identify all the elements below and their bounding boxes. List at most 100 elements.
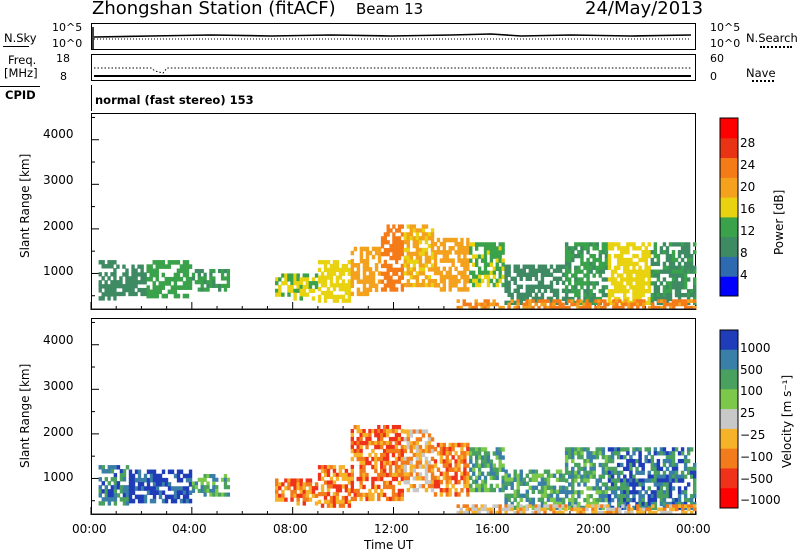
heatmap-cell [400,460,404,466]
heatmap-cell [433,254,438,259]
heatmap-cell [391,488,396,494]
heatmap-cell [389,255,393,261]
heatmap-cell [616,273,621,278]
heatmap-cell [489,278,494,284]
heatmap-cell [134,268,138,273]
heatmap-cell [374,267,379,272]
heatmap-cell [338,499,343,504]
heatmap-cell [604,257,609,263]
heatmap-cell [445,446,449,452]
heatmap-cell [516,473,520,478]
heatmap-cell [152,494,157,500]
colorbar-border [719,329,739,509]
heatmap-cell [639,302,643,307]
heatmap-cell [668,451,673,456]
heatmap-cell [543,302,547,307]
heatmap-cell [627,507,631,512]
heatmap-cell [472,282,476,288]
heatmap-cell [540,264,545,269]
heatmap-cell [341,499,346,504]
heatmap-cell [671,478,676,483]
heatmap-cell [601,289,606,294]
heatmap-cell [471,504,475,508]
station-title: Zhongshan Station (fitACF) [92,0,336,19]
heatmap-cell [577,490,581,495]
heatmap-cell [549,485,554,490]
heatmap-cell [116,264,120,269]
heatmap-cell [101,264,105,269]
heatmap-cell [299,482,303,487]
heatmap-cell [394,436,399,442]
heatmap-cell [395,244,399,249]
heatmap-cell [287,292,291,297]
heatmap-cell [463,278,467,284]
heatmap-cell [669,504,673,508]
heatmap-cell [507,302,511,307]
heatmap-cell [492,504,496,508]
heatmap-cell [362,432,366,438]
heatmap-cell [457,492,461,497]
heatmap-cell [362,468,366,474]
heatmap-cell [537,507,541,512]
heatmap-cell [388,444,393,450]
heatmap-cell [595,447,599,452]
heatmap-cell [665,246,670,251]
heatmap-cell [576,510,580,515]
heatmap-cell [597,299,601,303]
heatmap-cell [647,250,652,255]
heatmap-cell [176,272,181,278]
heatmap-cell [409,464,414,469]
heatmap-cell [424,236,429,241]
heatmap-cell [674,462,679,468]
heatmap-cell [513,505,517,511]
heatmap-cell [635,289,639,294]
heatmap-cell [486,507,490,512]
heatmap-cell [501,507,505,512]
heatmap-cell [140,264,144,269]
heatmap-cell [424,441,429,446]
heatmap-cell [308,497,313,502]
heatmap-cell [451,283,455,288]
heatmap-cell [483,507,487,512]
heatmap-cell [583,497,587,503]
heatmap-cell [653,462,658,468]
heatmap-cell [418,472,423,477]
heatmap-cell [586,451,590,456]
heatmap-cell [134,276,138,281]
heatmap-cell [374,456,378,462]
heatmap-cell [359,452,363,458]
heatmap-cell [574,451,578,456]
heatmap-cell [504,264,508,269]
heatmap-cell [403,263,408,268]
heatmap-cell [173,490,178,496]
heatmap-cell [424,472,429,477]
heatmap-cell [612,299,616,303]
heatmap-cell [558,469,563,474]
heatmap-cell [549,497,554,503]
heatmap-cell [119,276,123,281]
heatmap-cell [567,246,572,251]
heatmap-cell [385,448,390,454]
heatmap-cell [382,428,387,434]
heatmap-cell [623,478,627,483]
heatmap-cell [281,281,285,286]
heatmap-cell [406,243,411,249]
heatmap-cell [424,247,429,253]
heatmap-cell [601,482,606,487]
heatmap-cell [107,493,112,498]
heatmap-cell [338,484,343,489]
heatmap-cell [278,292,282,297]
heatmap-cell [305,281,310,286]
heatmap-cell [362,246,367,252]
heatmap-cell [146,293,150,299]
heatmap-cell [465,507,469,512]
heatmap-cell [610,478,615,483]
heatmap-cell [353,275,358,280]
heatmap-cell [395,255,399,261]
heatmap-cell [380,436,384,442]
heatmap-cell [657,305,661,310]
heatmap-cell [359,468,363,474]
heatmap-cell [498,270,502,276]
heatmap-cell [620,261,624,267]
heatmap-cell [552,292,557,298]
